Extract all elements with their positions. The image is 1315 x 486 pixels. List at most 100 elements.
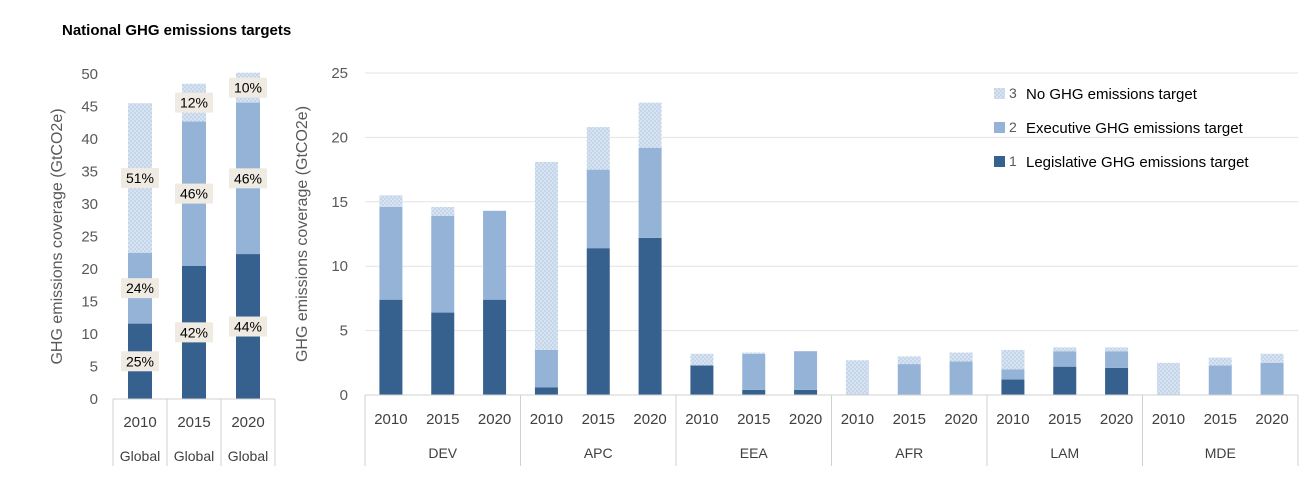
group-label: DEV — [428, 445, 457, 461]
y-tick-label: 5 — [90, 359, 98, 376]
y-tick-label: 15 — [331, 194, 348, 211]
x-tick-label: 2020 — [944, 411, 977, 428]
bar-legislative-ghg-emissions-target-lam-2020 — [1105, 367, 1129, 395]
bar-legislative-ghg-emissions-target-dev-2015 — [431, 312, 455, 395]
bar-executive-ghg-emissions-target-dev-2020 — [483, 210, 507, 300]
x-tick-label: 2020 — [478, 411, 511, 428]
bar-legislative-ghg-emissions-target-dev-2020 — [483, 299, 507, 395]
legend-swatch-legislative-ghg-emissions-target — [994, 156, 1005, 167]
bar-no-ghg-emissions-target-apc-2020 — [638, 102, 662, 148]
data-label: 51% — [126, 170, 154, 186]
bar-no-ghg-emissions-target-mde-2015 — [1208, 357, 1232, 366]
x-tick-label: 2010 — [996, 411, 1029, 428]
bar-legislative-ghg-emissions-target-eea-2010 — [690, 365, 714, 395]
bar-executive-ghg-emissions-target-mde-2020 — [1260, 362, 1284, 395]
data-label-box — [229, 168, 267, 189]
data-label: 24% — [126, 280, 154, 296]
bar-no-ghg-emissions-target-afr-2020 — [949, 352, 973, 362]
bar-no-ghg-emissions-target-dev-2015 — [431, 206, 455, 216]
data-label-box — [175, 322, 213, 343]
bar-legislative-ghg-emissions-target-eea-2015 — [742, 389, 766, 395]
bar-no-ghg-emissions-target-dev-2010 — [379, 195, 403, 207]
y-tick-label: 25 — [331, 65, 348, 82]
x-tick-label: 2010 — [685, 411, 718, 428]
data-label-box — [229, 316, 267, 337]
bar-no-ghg-emissions-target-mde-2020 — [1260, 353, 1284, 363]
bar-no-ghg-emissions-target-lam-2015 — [1053, 347, 1077, 352]
group-label: EEA — [740, 445, 769, 461]
legend-number: 2 — [1009, 119, 1017, 135]
bar-no-ghg-emissions-target-mde-2010 — [1156, 362, 1180, 395]
x-tick-label: 2010 — [530, 411, 563, 428]
y-tick-label: 20 — [81, 261, 98, 278]
bar-executive-ghg-emissions-target-mde-2015 — [1208, 365, 1232, 395]
bar-legislative-ghg-emissions-target-apc-2010 — [534, 387, 558, 395]
data-label-box — [175, 92, 213, 113]
y-axis-title: GHG emissions coverage (GtCO2e) — [294, 106, 311, 362]
legend-number: 1 — [1009, 153, 1017, 169]
group-label: LAM — [1050, 445, 1079, 461]
y-tick-label: 5 — [340, 323, 348, 340]
legend-swatch-executive-ghg-emissions-target — [994, 122, 1005, 133]
data-label: 44% — [234, 319, 262, 335]
y-axis-title: GHG emissions coverage (GtCO2e) — [49, 108, 66, 364]
x-tick-label: 2010 — [841, 411, 874, 428]
legend-label: Legislative GHG emissions target — [1026, 154, 1249, 171]
x-tick-label: 2010 — [374, 411, 407, 428]
bar-no-ghg-emissions-target-eea-2010 — [690, 353, 714, 366]
bar-executive-ghg-emissions-target-eea-2015 — [742, 353, 766, 390]
data-label: 42% — [180, 324, 208, 340]
bar-executive-ghg-emissions-target-apc-2020 — [638, 147, 662, 238]
group-label: AFR — [895, 445, 923, 461]
bar-executive-ghg-emissions-target-dev-2015 — [431, 215, 455, 313]
bar-no-ghg-emissions-target-apc-2015 — [586, 127, 610, 170]
group-label: Global — [120, 448, 160, 464]
group-label: Global — [228, 448, 268, 464]
bar-no-ghg-emissions-target-afr-2010 — [845, 360, 869, 395]
bar-executive-ghg-emissions-target-afr-2020 — [949, 361, 973, 395]
legend-number: 3 — [1009, 85, 1017, 101]
x-tick-label: 2010 — [1152, 411, 1185, 428]
x-tick-label: 2015 — [737, 411, 770, 428]
x-tick-label: 2020 — [1255, 411, 1288, 428]
x-tick-label: 2010 — [123, 414, 156, 431]
data-label-box — [229, 77, 267, 98]
bar-executive-ghg-emissions-target-afr-2015 — [897, 364, 921, 395]
y-tick-label: 50 — [81, 66, 98, 83]
bar-executive-ghg-emissions-target-lam-2015 — [1053, 351, 1077, 367]
x-tick-label: 2015 — [893, 411, 926, 428]
bar-no-ghg-emissions-target-lam-2010 — [1001, 349, 1025, 370]
legend: 3 No GHG emissions target 2 Executive GHG e… — [994, 85, 1249, 171]
y-tick-label: 20 — [331, 129, 348, 146]
x-tick-label: 2015 — [1048, 411, 1081, 428]
bar-no-ghg-emissions-target-apc-2010 — [534, 161, 558, 350]
y-tick-label: 10 — [331, 258, 348, 275]
bar-legislative-ghg-emissions-target-lam-2015 — [1053, 366, 1077, 395]
group-label: MDE — [1205, 445, 1236, 461]
x-tick-label: 2015 — [426, 411, 459, 428]
y-tick-label: 45 — [81, 99, 98, 116]
data-label-box — [121, 168, 159, 188]
data-label-box — [121, 278, 159, 299]
y-tick-label: 15 — [81, 294, 98, 311]
bar-executive-ghg-emissions-target-lam-2010 — [1001, 369, 1025, 380]
global-panel: 0 5 10 15 20 25 30 35 40 45 50 GHG emissions covera… — [49, 66, 276, 466]
bar-legislative-ghg-emissions-target-dev-2010 — [379, 299, 403, 395]
data-label-box — [121, 351, 159, 372]
y-tick-label: 30 — [81, 196, 98, 213]
chart-title: National GHG emissions targets — [62, 22, 292, 39]
bar-legislative-ghg-emissions-target-eea-2020 — [794, 389, 818, 395]
bar-executive-ghg-emissions-target-lam-2020 — [1105, 351, 1129, 368]
x-tick-label: 2015 — [1204, 411, 1237, 428]
bar-legislative-ghg-emissions-target-apc-2015 — [586, 248, 610, 395]
y-tick-label: 35 — [81, 164, 98, 181]
data-label: 46% — [234, 170, 262, 186]
x-tick-label: 2020 — [231, 414, 264, 431]
x-tick-label: 2020 — [789, 411, 822, 428]
data-label: 12% — [180, 95, 208, 111]
legend-label: No GHG emissions target — [1026, 86, 1198, 103]
bar-legislative-ghg-emissions-target-lam-2010 — [1001, 379, 1025, 395]
y-tick-label: 0 — [340, 387, 348, 404]
data-label: 25% — [126, 353, 154, 369]
